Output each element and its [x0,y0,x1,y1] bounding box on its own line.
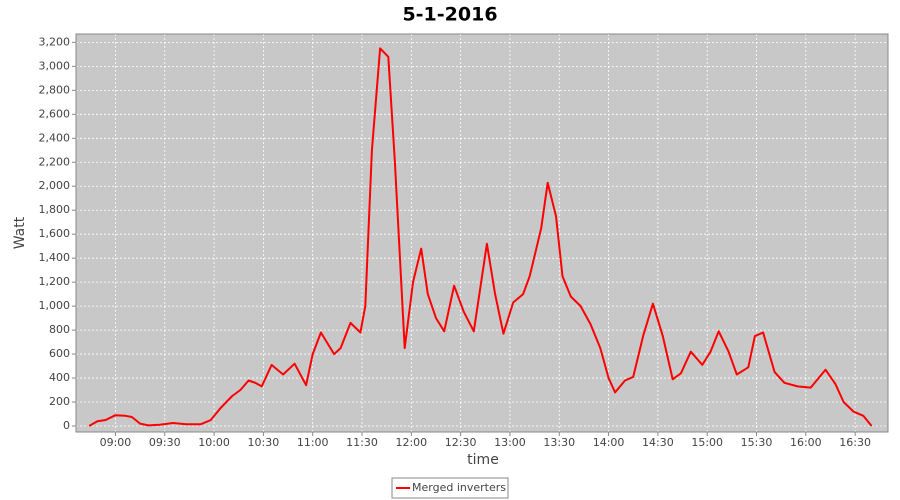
y-tick-label: 1,200 [39,275,71,288]
plot-area [76,34,888,432]
y-tick-label: 0 [63,419,70,432]
x-axis-title: time [467,452,499,468]
x-tick-label: 11:30 [346,436,378,449]
x-tick-label: 14:00 [593,436,625,449]
x-tick-label: 15:30 [741,436,773,449]
y-axis-title: Watt [12,216,28,249]
chart-title: 5-1-2016 [402,4,497,26]
y-tick-label: 1,400 [39,251,71,264]
x-tick-label: 11:00 [297,436,329,449]
y-tick-label: 1,800 [39,203,71,216]
series-line [88,47,873,427]
y-tick-label: 3,200 [39,35,71,48]
x-tick-label: 15:00 [691,436,723,449]
y-tick-label: 1,000 [39,299,71,312]
y-tick-label: 3,000 [39,59,71,72]
y-tick-label: 2,400 [39,131,71,144]
legend-label: Merged inverters [412,481,506,494]
y-tick-label: 2,000 [39,179,71,192]
y-tick-label: 1,600 [39,227,71,240]
legend [391,477,509,499]
x-tick-label: 09:30 [149,436,181,449]
plot-border [75,33,889,433]
y-tick-label: 400 [49,371,70,384]
y-tick-label: 800 [49,323,70,336]
x-tick-label: 10:00 [198,436,230,449]
y-tick-label: 600 [49,347,70,360]
y-tick-label: 2,600 [39,107,71,120]
y-tick-label: 200 [49,395,70,408]
x-tick-label: 12:30 [445,436,477,449]
y-tick-label: 2,800 [39,83,71,96]
x-tick-label: 16:30 [839,436,871,449]
y-tick-label: 2,200 [39,155,71,168]
x-tick-label: 13:30 [543,436,575,449]
x-tick-label: 14:30 [642,436,674,449]
x-tick-label: 09:00 [100,436,132,449]
x-tick-label: 12:00 [395,436,427,449]
x-tick-label: 13:00 [494,436,526,449]
x-tick-label: 16:00 [790,436,822,449]
x-tick-label: 10:30 [248,436,280,449]
